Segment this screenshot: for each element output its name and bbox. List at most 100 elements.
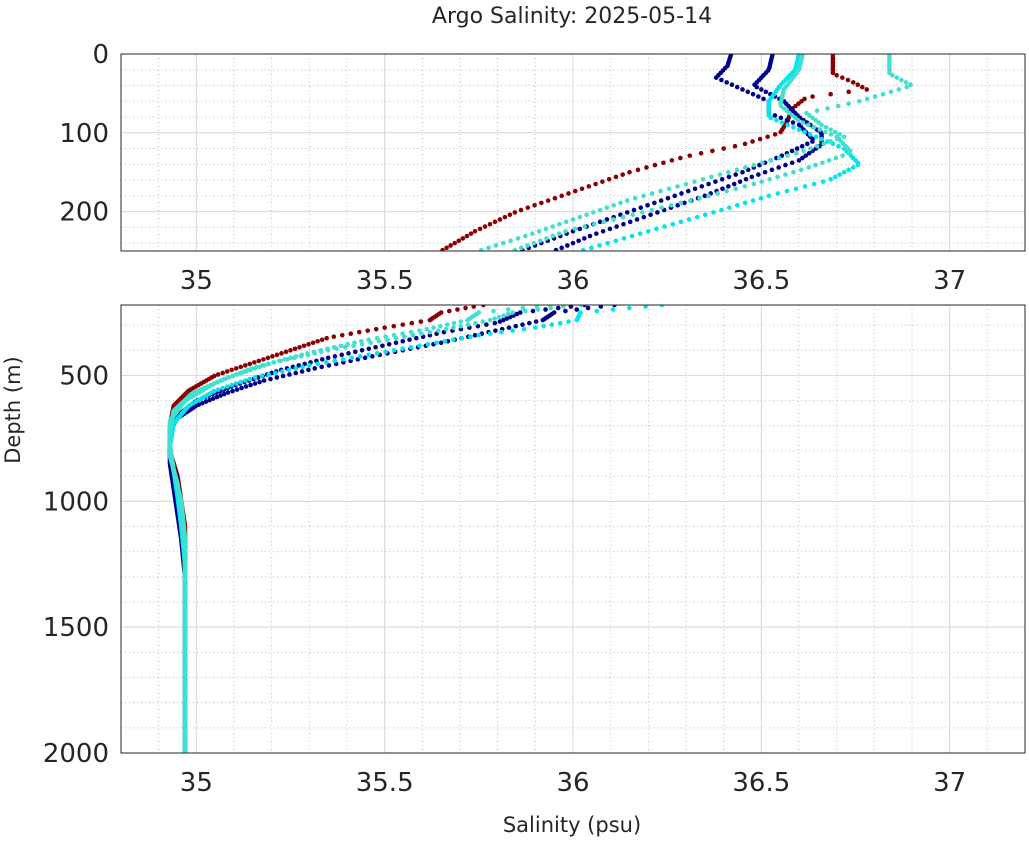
data-point — [720, 186, 725, 192]
data-point — [431, 325, 436, 330]
data-point — [386, 341, 392, 347]
data-point — [672, 193, 677, 199]
data-point — [789, 160, 795, 166]
data-point — [713, 179, 718, 184]
data-point — [856, 98, 862, 104]
data-point — [732, 143, 738, 149]
data-point — [572, 188, 578, 194]
data-point — [257, 379, 262, 385]
data-point — [627, 305, 632, 311]
data-point — [759, 160, 765, 166]
data-point — [481, 305, 486, 308]
data-point — [510, 310, 516, 315]
data-point — [729, 82, 735, 88]
data-point — [658, 188, 663, 194]
data-point — [804, 141, 810, 147]
data-point — [338, 343, 344, 349]
data-point — [574, 307, 580, 312]
data-point — [570, 217, 576, 222]
data-point — [306, 367, 311, 373]
data-point — [234, 372, 240, 377]
data-point — [654, 226, 659, 232]
data-point — [756, 94, 761, 99]
data-point — [376, 338, 382, 344]
data-point — [778, 129, 783, 135]
data-point — [828, 127, 833, 132]
data-point — [278, 358, 284, 364]
data-point — [643, 305, 648, 309]
data-point — [536, 229, 542, 234]
x-tick-label: 36.5 — [732, 768, 790, 798]
data-point — [243, 363, 248, 368]
data-point — [834, 72, 839, 78]
data-point — [611, 217, 616, 222]
data-point — [451, 337, 456, 343]
data-point — [497, 319, 503, 324]
data-point — [828, 132, 834, 137]
data-point — [312, 366, 318, 371]
data-point — [582, 236, 587, 241]
data-point — [332, 358, 338, 364]
data-point — [465, 322, 471, 327]
data-point — [894, 75, 900, 80]
data-point — [721, 146, 726, 151]
data-point — [591, 210, 596, 215]
data-point — [635, 167, 641, 173]
data-point — [478, 247, 484, 251]
data-point — [632, 195, 638, 201]
data-point — [207, 397, 212, 403]
data-point — [499, 329, 504, 335]
data-point — [791, 124, 796, 130]
data-point — [502, 214, 508, 220]
data-point — [537, 238, 543, 244]
data-point — [890, 72, 895, 78]
data-point — [366, 346, 372, 352]
data-point — [802, 184, 808, 189]
data-point — [652, 200, 657, 206]
data-point — [553, 247, 559, 251]
data-point — [600, 229, 606, 234]
data-point — [325, 355, 331, 361]
data-point — [811, 181, 817, 187]
data-point — [579, 186, 585, 192]
data-point — [637, 231, 643, 236]
data-point — [624, 198, 630, 203]
data-point — [820, 160, 825, 166]
data-point — [339, 352, 345, 358]
data-point — [733, 186, 739, 192]
data-point — [203, 399, 209, 404]
data-point — [759, 87, 764, 92]
data-point — [791, 169, 796, 175]
data-point — [641, 214, 647, 220]
data-point — [798, 167, 804, 173]
data-point — [734, 84, 740, 90]
data-point — [597, 243, 602, 248]
data-point — [750, 139, 755, 144]
data-point — [855, 162, 861, 168]
data-point — [587, 233, 593, 239]
data-point — [796, 127, 802, 132]
data-point — [763, 89, 769, 95]
data-point — [200, 400, 205, 406]
data-point — [261, 357, 266, 362]
data-point — [597, 207, 603, 213]
data-point — [700, 176, 706, 182]
data-point — [629, 233, 635, 239]
data-point — [846, 101, 852, 106]
data-point — [286, 367, 292, 373]
data-point — [315, 338, 320, 344]
data-point — [365, 328, 371, 333]
data-point — [339, 332, 345, 338]
data-point — [678, 155, 683, 161]
data-point — [362, 355, 368, 361]
data-point — [605, 240, 610, 246]
data-point — [646, 229, 651, 234]
x-tick-label: 37 — [933, 266, 966, 296]
y-tick-label: 200 — [59, 198, 109, 228]
data-point — [541, 323, 546, 329]
data-point — [566, 319, 571, 324]
data-point — [698, 150, 704, 156]
data-point — [713, 75, 719, 80]
data-point — [463, 305, 468, 311]
data-point — [508, 238, 513, 244]
